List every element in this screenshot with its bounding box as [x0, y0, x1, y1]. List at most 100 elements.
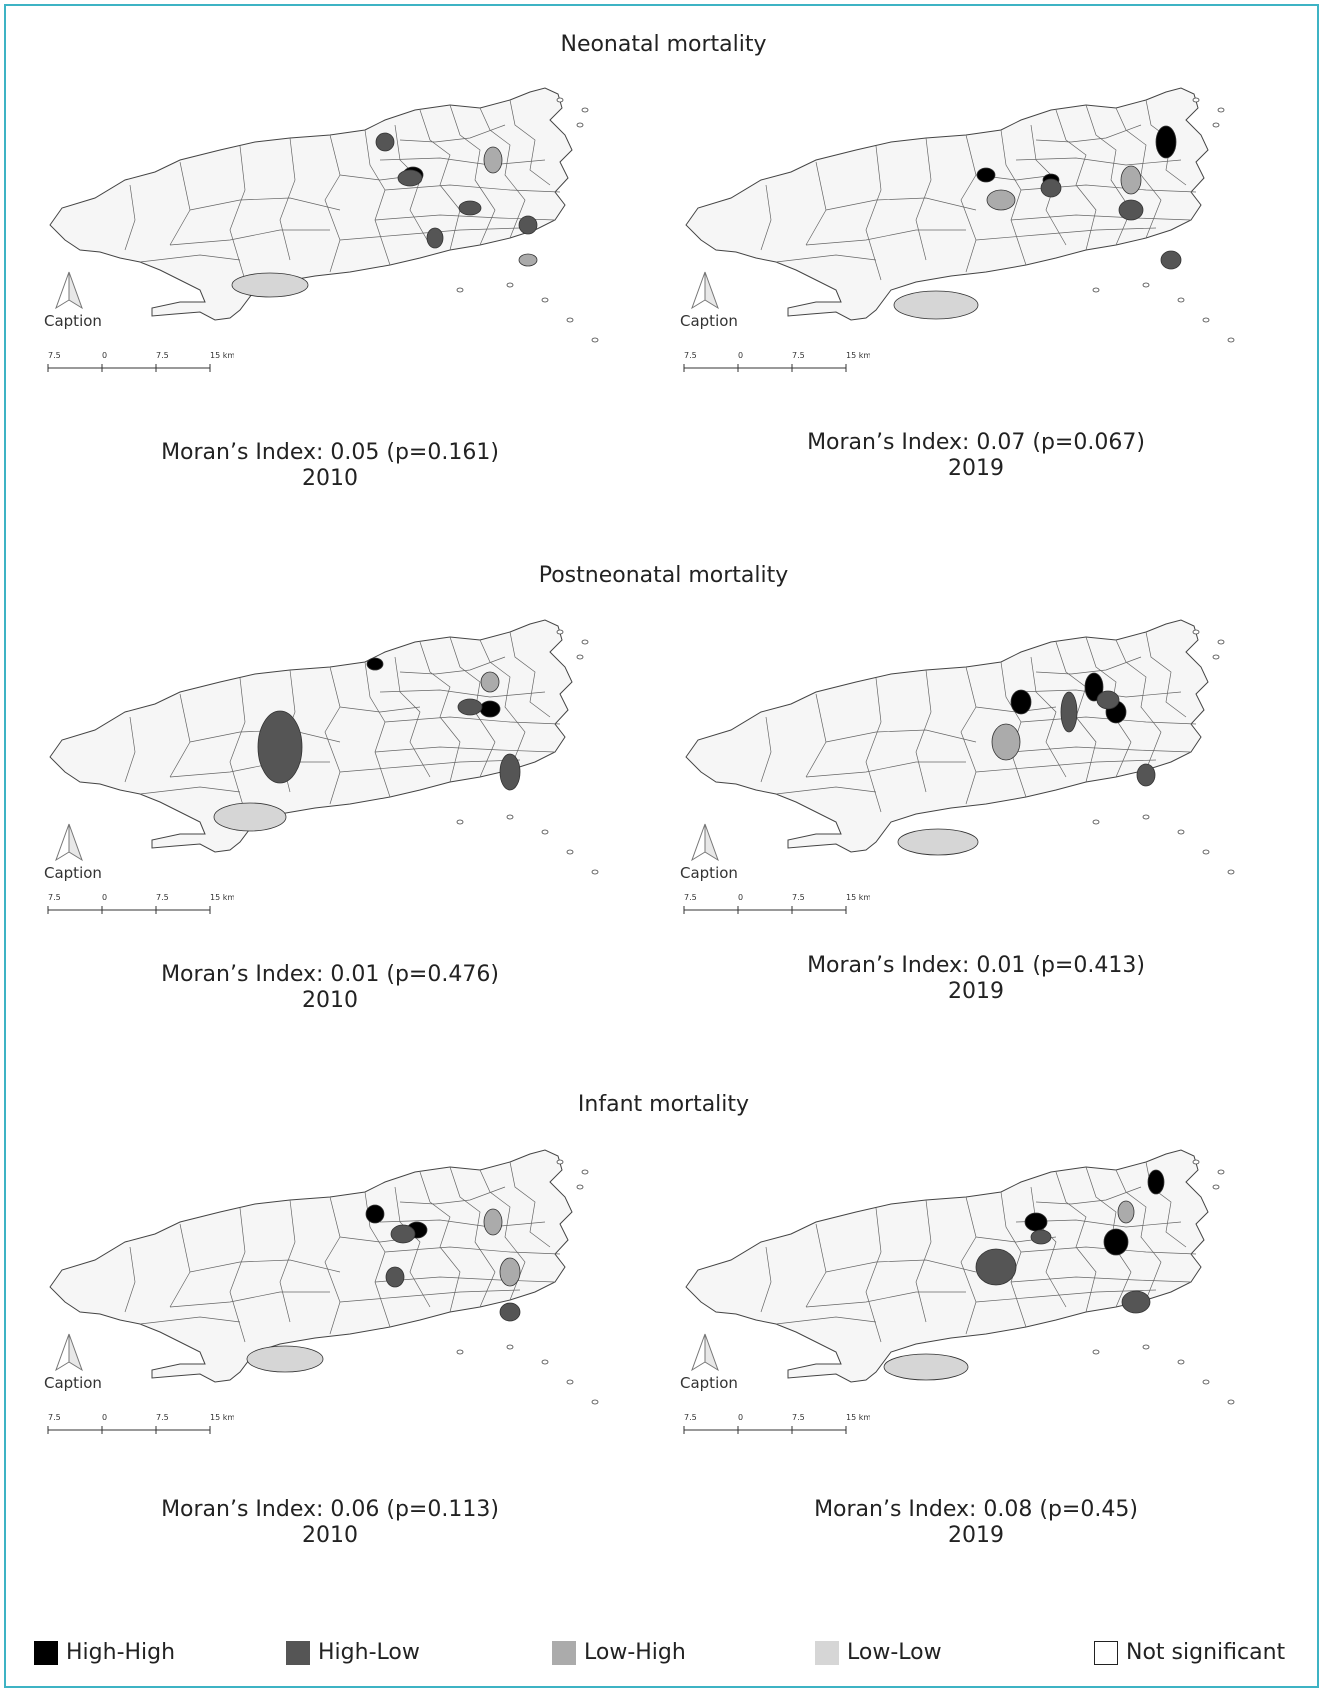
district-boundary	[760, 1246, 772, 1313]
cluster-high-low	[975, 1248, 1017, 1286]
choropleth-map	[49, 87, 599, 343]
scale-tick-label: 7.5	[48, 1413, 61, 1422]
district-boundary	[229, 1207, 246, 1343]
district-boundary	[374, 1276, 556, 1283]
island	[1177, 297, 1185, 303]
map-year: 2019	[948, 979, 1004, 1004]
legend-label-low-low: Low-Low	[847, 1640, 942, 1665]
figure-frame	[4, 4, 1319, 1688]
scale-tick-label: 15 km	[846, 351, 870, 360]
district-boundary	[339, 759, 521, 773]
north-arrow-icon	[691, 271, 719, 310]
cluster-low-low	[231, 272, 309, 298]
scale-bar: 7.5 0 7.5 15 km	[47, 893, 234, 914]
district-boundary	[169, 1291, 330, 1308]
island	[1202, 317, 1210, 323]
district-boundary	[339, 1289, 521, 1303]
cluster-high-low	[390, 1224, 416, 1244]
district-boundary	[509, 631, 551, 718]
island	[1212, 1184, 1220, 1190]
district-boundary	[139, 254, 241, 263]
district-boundary	[384, 1246, 561, 1255]
district-boundary	[825, 729, 977, 743]
map-panel: Caption 7.5 0 7.5 15 km	[676, 612, 1276, 1052]
north-arrow-icon	[691, 1333, 719, 1372]
district-boundary	[394, 1186, 431, 1308]
cluster-high-low	[397, 169, 423, 187]
cluster-high-low	[518, 215, 538, 235]
municipality-outline	[49, 619, 573, 853]
municipality-outline	[49, 87, 573, 321]
island	[576, 122, 584, 128]
island	[456, 287, 464, 293]
island	[1202, 849, 1210, 855]
scale-tick-label: 15 km	[210, 1413, 234, 1422]
cluster-high-low	[1060, 691, 1078, 733]
scale-tick-label: 7.5	[684, 351, 697, 360]
district-boundary	[1035, 124, 1142, 143]
map-year: 2010	[302, 466, 358, 491]
map-year: 2010	[302, 988, 358, 1013]
district-boundary	[449, 104, 496, 246]
island	[1217, 107, 1225, 113]
island	[506, 1344, 514, 1350]
section-title-infant: Infant mortality	[577, 1092, 750, 1117]
cluster-high-low	[257, 710, 303, 784]
map-caption-label: Caption	[680, 312, 738, 330]
district-boundary	[825, 1259, 977, 1273]
choropleth-map	[685, 619, 1235, 875]
cluster-high-low	[1040, 178, 1062, 198]
island	[566, 849, 574, 855]
district-boundary	[1030, 1186, 1067, 1308]
cluster-high-low	[1096, 690, 1120, 710]
scale-tick-label: 7.5	[792, 1413, 805, 1422]
legend-swatch-low-high	[552, 1640, 576, 1665]
cluster-high-low	[1136, 763, 1156, 787]
district-boundary	[960, 134, 977, 273]
district-boundary	[960, 1196, 977, 1335]
district-boundary	[1010, 1276, 1192, 1283]
district-boundary	[124, 184, 136, 251]
cluster-high-low	[375, 132, 395, 152]
district-boundary	[169, 761, 330, 778]
district-boundary	[975, 227, 1157, 241]
map-panel: Caption 7.5 0 7.5 15 km	[40, 1142, 640, 1582]
district-boundary	[449, 1166, 496, 1308]
north-arrow-icon	[55, 1333, 83, 1372]
island	[1192, 97, 1200, 103]
legend-item-not-significant: Not significant	[1094, 1640, 1285, 1665]
cluster-low-low	[897, 828, 979, 856]
scale-tick-label: 7.5	[156, 1413, 169, 1422]
district-boundary	[915, 1199, 932, 1323]
district-boundary	[229, 677, 246, 813]
island	[506, 282, 514, 288]
island	[1177, 829, 1185, 835]
municipality-outline	[685, 1149, 1209, 1383]
district-boundary	[1015, 157, 1182, 166]
island	[576, 654, 584, 660]
cluster-high-high	[365, 1204, 385, 1224]
moran-index-label: Moran’s Index: 0.01 (p=0.476) 2010	[30, 962, 630, 1014]
cluster-high-high	[976, 167, 996, 183]
choropleth-map	[685, 1149, 1235, 1405]
island	[541, 829, 549, 835]
district-boundary	[229, 145, 246, 281]
island	[1202, 1379, 1210, 1385]
map-year: 2019	[948, 456, 1004, 481]
moran-index-value: Moran’s Index: 0.01 (p=0.476)	[161, 962, 499, 987]
cluster-high-high	[1103, 1228, 1129, 1256]
cluster-low-high	[991, 723, 1021, 761]
island	[1142, 1344, 1150, 1350]
legend-label-not-significant: Not significant	[1126, 1640, 1286, 1665]
island	[556, 629, 564, 635]
scale-bar: 7.5 0 7.5 15 km	[683, 893, 870, 914]
district-boundary	[960, 666, 977, 805]
moran-index-value: Moran’s Index: 0.01 (p=0.413)	[807, 953, 1145, 978]
choropleth-map	[49, 1149, 599, 1405]
island	[1092, 287, 1100, 293]
moran-index-value: Moran’s Index: 0.07 (p=0.067)	[807, 430, 1145, 455]
scale-tick-label: 7.5	[48, 351, 61, 360]
legend-label-high-high: High-High	[66, 1640, 176, 1665]
district-boundary	[139, 1316, 241, 1325]
district-boundary	[449, 636, 496, 778]
